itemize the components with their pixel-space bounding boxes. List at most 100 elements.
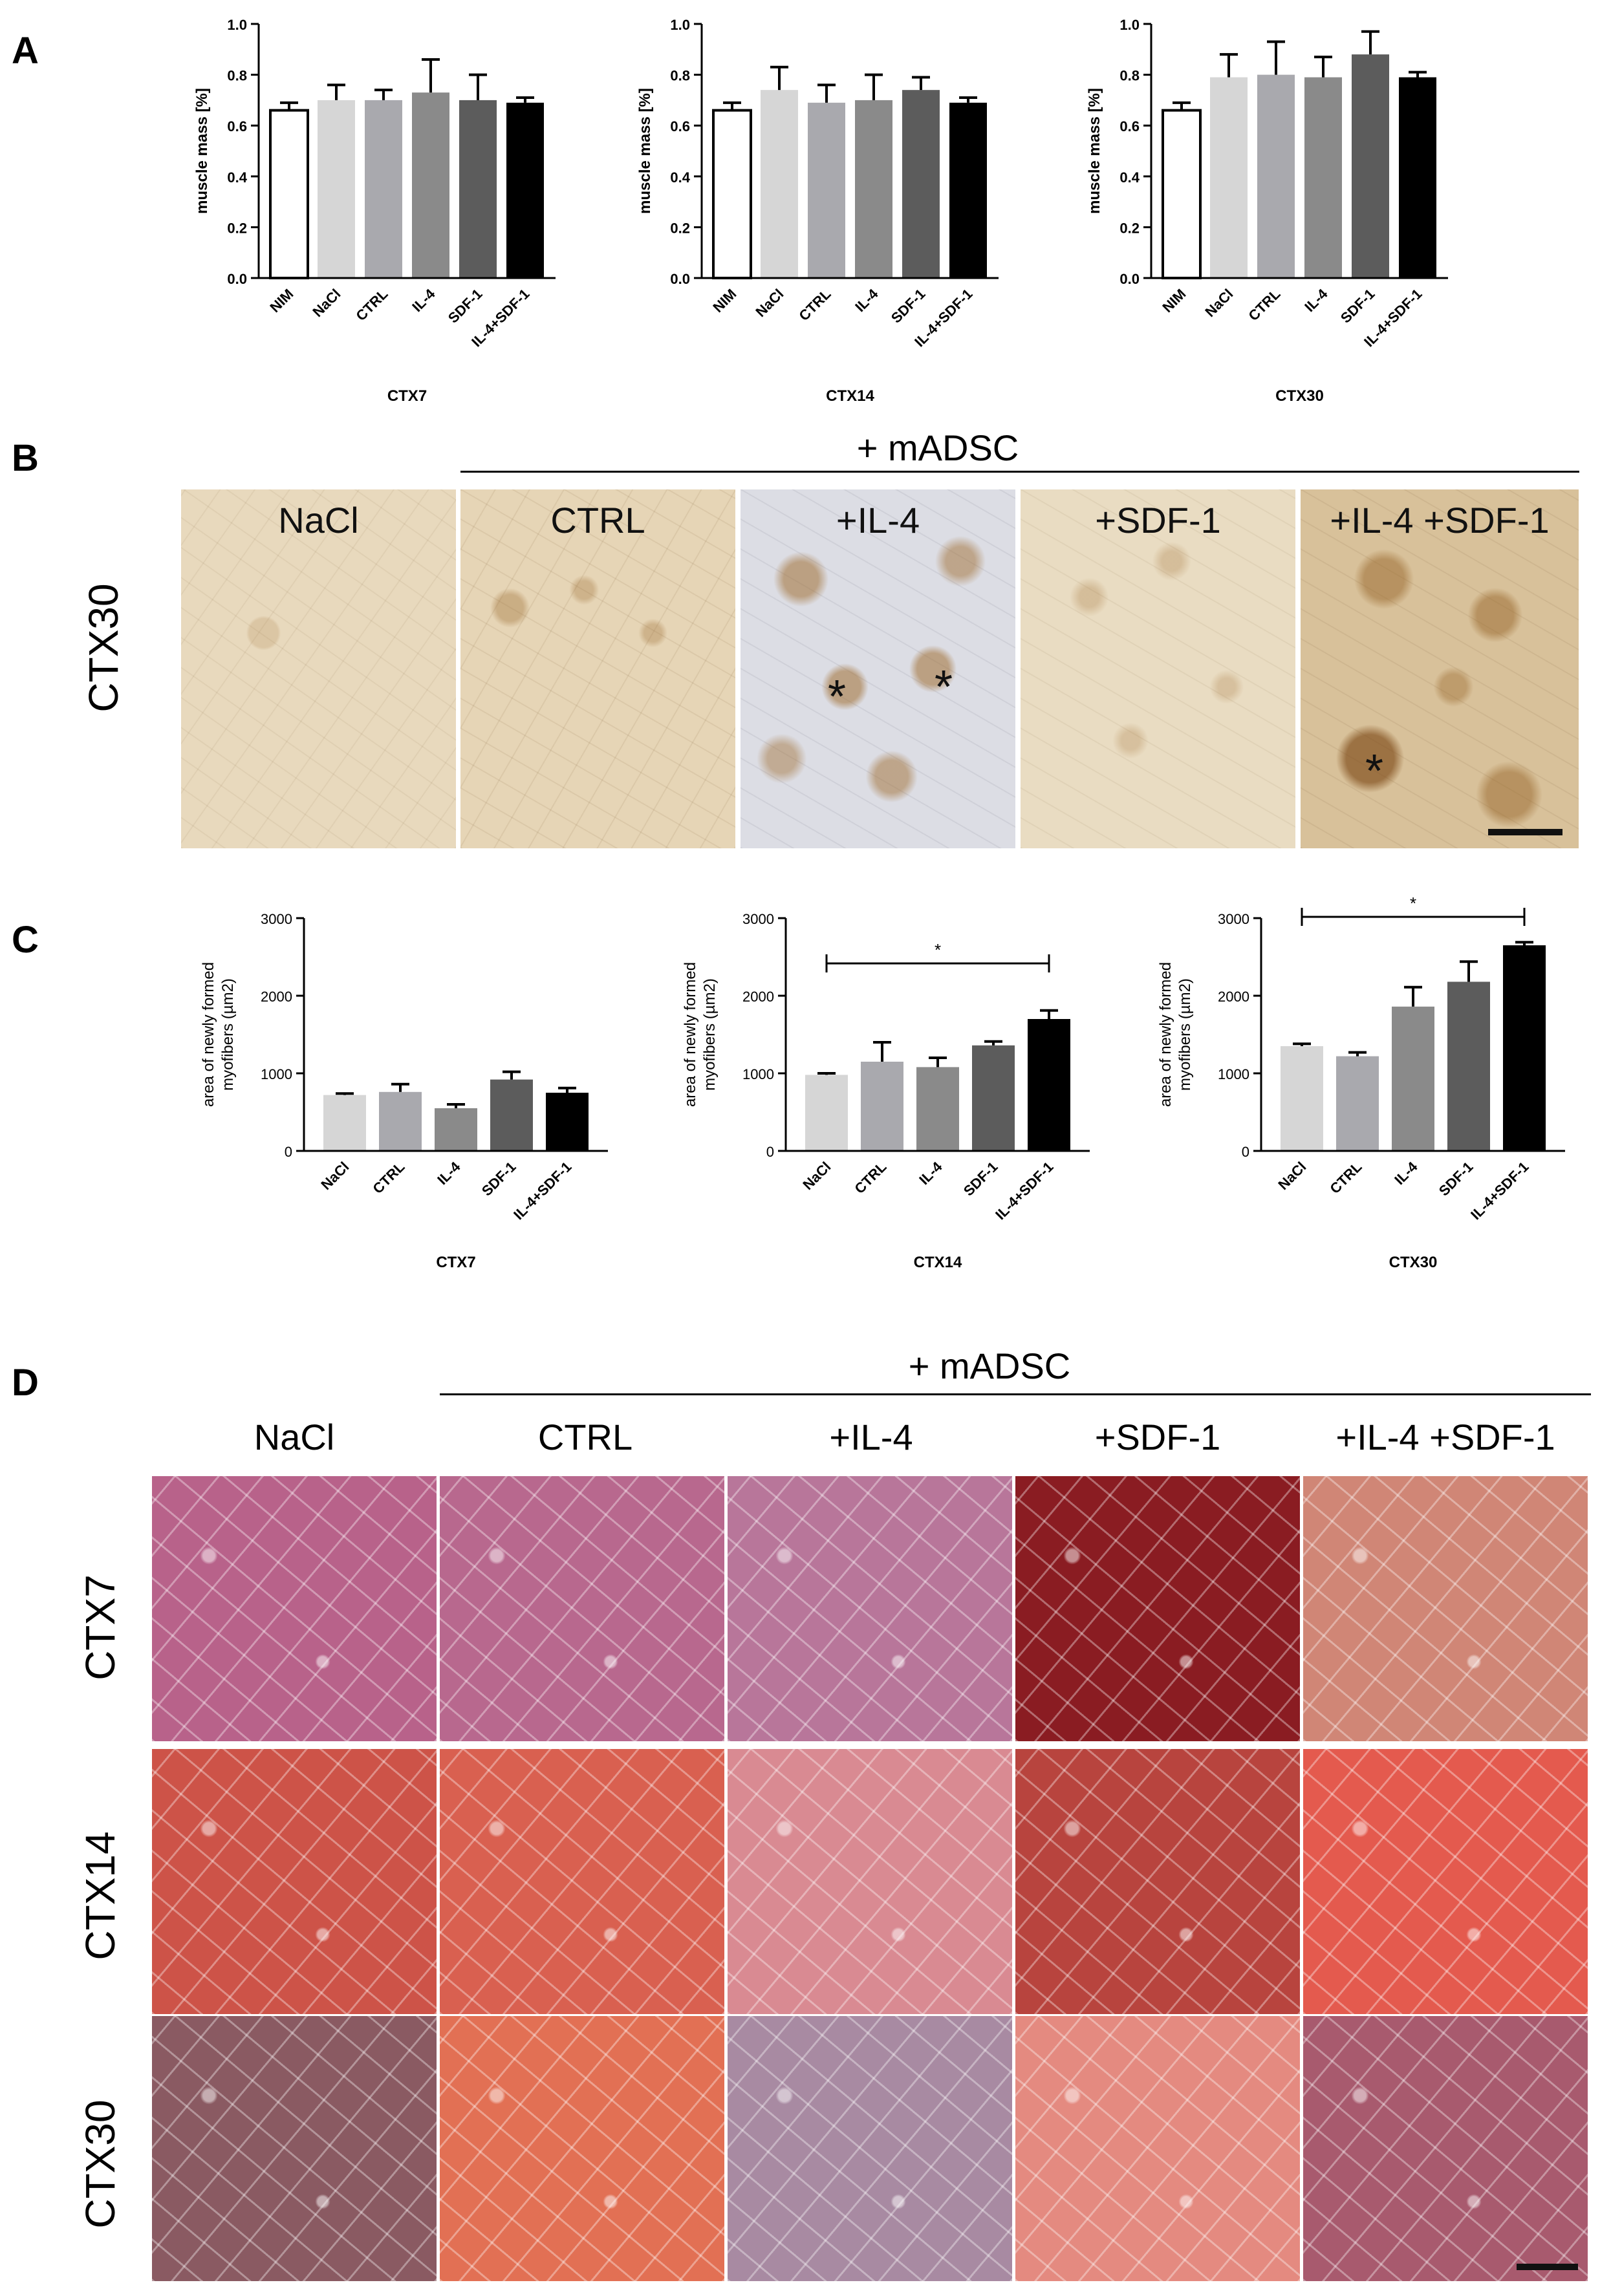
bar-il-4+sdf-1 [1399, 77, 1436, 278]
y-axis-label: myofibers (µm2) [1176, 978, 1194, 1091]
he-image-ctx30-1 [440, 2016, 724, 2281]
asterisk-marker: * [828, 671, 847, 723]
ihc-label-sdf1: +SDF-1 [1095, 500, 1221, 541]
bar-il-4+sdf-1 [949, 102, 987, 278]
chart-a-ctx30: muscle mass [%] 1.0 0.8 0.6 0.4 0.2 0.0 NIM NaCl… [1086, 17, 1448, 405]
bar-nim [1162, 109, 1202, 279]
x-tick-label: CTRL [369, 1159, 407, 1197]
bar-il-4 [1392, 1006, 1434, 1151]
y-tick-label: 0.4 [1119, 169, 1140, 186]
madsc-line-d [440, 1393, 1591, 1395]
ihc-image-sdf1: +SDF-1 [1021, 489, 1295, 848]
x-tick-label: IL-4 [1391, 1158, 1421, 1188]
bar-sdf-1 [972, 1045, 1015, 1151]
row-label-ctx30: CTX30 [77, 2099, 124, 2229]
y-axis-label: muscle mass [%] [1086, 88, 1103, 214]
x-tick-label: NaCl [318, 1159, 352, 1193]
column-label-sdf1: +SDF-1 [1094, 1417, 1221, 1457]
bar-il-4+sdf-1 [1028, 1019, 1070, 1151]
y-tick-label: 0.2 [670, 220, 690, 236]
x-tick-label: NIM [266, 286, 296, 316]
y-tick-label: 0.8 [1119, 68, 1140, 84]
bar-nim [712, 109, 752, 279]
he-image-ctx14-0 [152, 1749, 437, 2014]
x-tick-label: NaCl [309, 286, 343, 320]
row-label-ctx7: CTX7 [77, 1574, 124, 1680]
ihc-label-il4: +IL-4 [836, 500, 920, 541]
x-tick-label: NaCl [752, 286, 786, 320]
y-tick-label: 3000 [261, 911, 292, 927]
y-tick-label: 0.0 [670, 271, 690, 287]
x-tick-label: SDF-1 [888, 286, 929, 327]
x-tick-label: IL-4 [434, 1158, 464, 1188]
y-tick-label: 3000 [1218, 911, 1249, 927]
he-image-ctx14-1 [440, 1749, 724, 2014]
x-tick-label: SDF-1 [960, 1159, 1001, 1199]
y-tick-label: 0 [285, 1144, 292, 1160]
y-tick-label: 1.0 [227, 17, 247, 33]
y-tick-label: 0.0 [1119, 271, 1140, 287]
he-image-ctx7-2 [728, 1476, 1012, 1741]
ihc-image-il4: +IL-4 * * [741, 489, 1015, 848]
bar-il-4 [916, 1067, 959, 1151]
ihc-image-nacl: NaCl [181, 489, 456, 848]
chart-a-ctx7: muscle mass [%] 1.0 0.8 0.6 0.4 0.2 0.0 NIM NaCl… [193, 17, 556, 405]
chart-c-ctx14: area of newly formed myofibers (µm2) 3000 2… [682, 911, 1090, 1271]
bar-sdf-1 [490, 1079, 533, 1151]
y-tick-label: 0.4 [670, 169, 690, 186]
asterisk-marker: * [1365, 746, 1384, 797]
bar-nacl [318, 100, 355, 278]
madsc-title-b: + mADSC [856, 427, 1019, 468]
chart-a-ctx14: muscle mass [%] 1.0 0.8 0.6 0.4 0.2 0.0 NIM NaCl… [636, 17, 999, 405]
x-tick-label: IL-4 [852, 285, 881, 315]
x-tick-label: SDF-1 [1436, 1159, 1476, 1199]
x-tick-label: IL-4+SDF-1 [992, 1159, 1056, 1223]
x-tick-label: NaCl [1275, 1159, 1309, 1193]
x-axis-label: CTX14 [914, 1254, 962, 1271]
y-tick-label: 2000 [742, 989, 774, 1005]
y-tick-label: 0.6 [1119, 118, 1140, 134]
bar-nacl [1281, 1046, 1323, 1151]
column-label-ctrl: CTRL [537, 1417, 633, 1457]
he-image-ctx7-0 [152, 1476, 437, 1741]
x-tick-label: IL-4 [916, 1158, 946, 1188]
x-tick-label: IL-4 [409, 285, 438, 315]
x-axis-label: CTX14 [826, 387, 874, 405]
y-tick-label: 0.2 [1119, 220, 1140, 236]
x-tick-label: IL-4 [1301, 285, 1331, 315]
ihc-image-il4-sdf1: +IL-4 +SDF-1 * [1301, 489, 1579, 848]
row-label-ctx14: CTX14 [77, 1831, 124, 1960]
x-tick-label: NaCl [799, 1159, 834, 1193]
y-tick-label: 0 [766, 1144, 774, 1160]
he-image-ctx30-0 [152, 2016, 437, 2281]
row-label-b-ctx30: CTX30 [80, 583, 127, 713]
y-axis-label: area of newly formed [1157, 962, 1174, 1107]
bar-sdf-1 [459, 100, 497, 278]
he-image-ctx30-4 [1303, 2016, 1588, 2281]
y-tick-label: 0 [1242, 1144, 1249, 1160]
bar-ctrl [1257, 74, 1295, 278]
y-tick-label: 1.0 [670, 17, 690, 33]
ihc-label-ctrl: CTRL [550, 500, 645, 541]
y-axis-label: area of newly formed [682, 962, 699, 1107]
y-tick-label: 2000 [1218, 989, 1249, 1005]
x-tick-label: NaCl [1202, 286, 1236, 320]
bar-nacl [761, 90, 798, 278]
bar-ctrl [1336, 1056, 1379, 1151]
y-tick-label: 0.4 [227, 169, 247, 186]
bar-nacl [323, 1095, 366, 1151]
madsc-title-d: + mADSC [908, 1346, 1071, 1386]
y-tick-label: 1000 [261, 1066, 292, 1082]
scale-bar [1517, 2264, 1578, 2270]
bar-nacl [805, 1075, 848, 1151]
y-tick-label: 1.0 [1119, 17, 1140, 33]
x-axis-label: CTX30 [1275, 387, 1324, 405]
chart-c-ctx30: area of newly formed myofibers (µm2) 3000 2… [1157, 894, 1565, 1271]
ihc-label-nacl: NaCl [278, 500, 359, 541]
bar-il-4 [1304, 77, 1342, 278]
bar-il-4+sdf-1 [546, 1093, 589, 1151]
he-image-ctx7-4 [1303, 1476, 1588, 1741]
x-tick-label: CTRL [851, 1159, 889, 1197]
ihc-label-il4-sdf1: +IL-4 +SDF-1 [1330, 500, 1550, 541]
y-tick-label: 1000 [742, 1066, 774, 1082]
